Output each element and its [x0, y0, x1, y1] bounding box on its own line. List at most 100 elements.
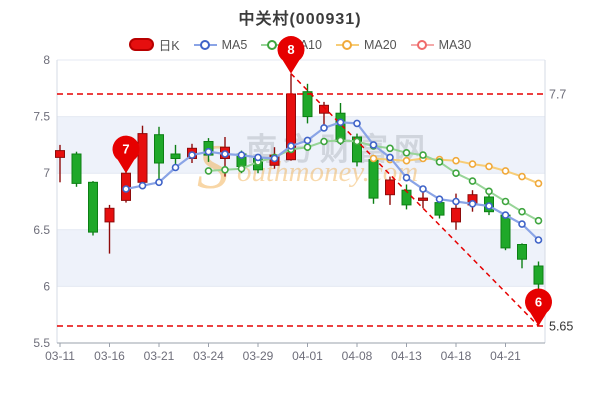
ma10-point [320, 137, 328, 146]
y-axis-label: 7 [43, 166, 50, 180]
ma20-point [369, 154, 378, 163]
ma5-point [386, 153, 394, 162]
ma10-point [336, 136, 345, 145]
candle-03-18 [137, 125, 148, 185]
ma5-marker-icon [193, 39, 217, 50]
ma5-point [320, 124, 328, 132]
ma20-point [402, 156, 411, 165]
ma5-point [336, 118, 345, 127]
ma30-marker-icon [410, 39, 434, 50]
ma5-point [534, 236, 543, 244]
candle-03-21 [154, 126, 164, 183]
ma5-point [287, 142, 295, 150]
ma5-point [485, 202, 493, 210]
ma5-point [254, 153, 262, 162]
y-axis-label: 7.5 [33, 110, 50, 124]
ma5-point [138, 181, 147, 190]
ma20-point [468, 160, 477, 168]
ma5-point [452, 197, 460, 206]
ma5-point [303, 136, 312, 145]
ma20-point [485, 162, 493, 171]
ma10-point [534, 216, 543, 225]
ma5-point [237, 151, 246, 159]
ma20-point [534, 179, 543, 188]
ma10-point [452, 169, 460, 177]
ma10-point [501, 197, 510, 206]
ma10-marker-icon [261, 39, 285, 50]
legend-item-ma20[interactable]: MA20 [335, 37, 397, 52]
ma20-marker-icon [335, 39, 359, 50]
candle-04-12 [385, 176, 395, 205]
ma5-point [518, 220, 526, 228]
x-axis-label: 03-29 [243, 349, 274, 363]
ma5-point [468, 200, 477, 208]
ma5-point [369, 141, 378, 149]
svg-text:7: 7 [122, 142, 129, 157]
y-axis-label: 6 [43, 279, 50, 293]
x-axis-label: 03-21 [144, 349, 175, 363]
ma5-point [435, 195, 444, 203]
legend-label-kline: 日K [158, 39, 180, 53]
price-pin-8: 8 [277, 36, 305, 74]
candle-03-14 [71, 151, 82, 187]
x-axis-label: 03-24 [193, 349, 224, 363]
ma10-point [221, 166, 229, 174]
ma20-point [501, 167, 510, 175]
y-axis-label: 5.5 [33, 336, 50, 350]
legend-label-ma5: MA5 [221, 37, 248, 52]
svg-text:6: 6 [535, 295, 542, 310]
candle-03-22 [170, 144, 181, 165]
legend-label-ma30: MA30 [438, 37, 472, 52]
candle-04-01 [302, 83, 313, 124]
x-axis-label: 03-11 [45, 349, 75, 363]
ma5-point [188, 151, 196, 159]
candle-03-11 [55, 144, 65, 183]
ma20-point [518, 172, 526, 181]
trend-line [290, 73, 540, 327]
ma10-point [204, 167, 213, 175]
price-pin-6: 6 [525, 288, 553, 326]
ma5-point [353, 119, 361, 128]
ma10-point [237, 164, 246, 173]
ma10-point [386, 144, 394, 153]
svg-text:8: 8 [287, 42, 294, 57]
x-axis-label: 04-18 [441, 349, 472, 363]
legend-label-ma20: MA20 [363, 37, 397, 52]
ref-line-label-7.7: 7.7 [549, 88, 566, 102]
ma10-point [468, 177, 477, 185]
ma20-point [452, 156, 460, 165]
x-axis-label: 04-21 [490, 349, 521, 363]
ref-line-label-5.65: 5.65 [549, 320, 573, 334]
x-axis-label: 04-01 [292, 349, 323, 363]
ma5-point [270, 154, 279, 163]
candle-03-15 [88, 181, 98, 236]
candle-04-11 [368, 157, 379, 204]
ma5-point [221, 150, 229, 158]
candle-04-13 [401, 184, 412, 210]
grid-band [57, 229, 545, 287]
y-axis-label: 8 [43, 53, 50, 67]
ma10-point [402, 149, 411, 157]
legend-item-kline[interactable]: 日K [128, 35, 180, 54]
legend-item-ma30[interactable]: MA30 [410, 37, 472, 52]
kline-swatch-icon [128, 38, 154, 51]
x-axis-label: 04-08 [342, 349, 373, 363]
x-axis-label: 04-13 [391, 349, 422, 363]
x-axis-label: 03-16 [94, 349, 125, 363]
ma5-point [402, 173, 411, 182]
candle-03-16 [104, 204, 115, 254]
ma10-point [518, 207, 526, 216]
legend-item-ma5[interactable]: MA5 [193, 37, 248, 52]
ma10-point [303, 143, 312, 151]
candle-04-08 [352, 133, 362, 167]
candle-04-06 [319, 101, 329, 125]
ma5-point [171, 163, 180, 172]
price-pin-7: 7 [112, 135, 140, 174]
ma10-point [353, 137, 361, 146]
ma5-point [501, 211, 510, 219]
ma10-point [485, 187, 493, 196]
ma5-point [204, 147, 213, 156]
candle-04-22 [517, 243, 527, 269]
